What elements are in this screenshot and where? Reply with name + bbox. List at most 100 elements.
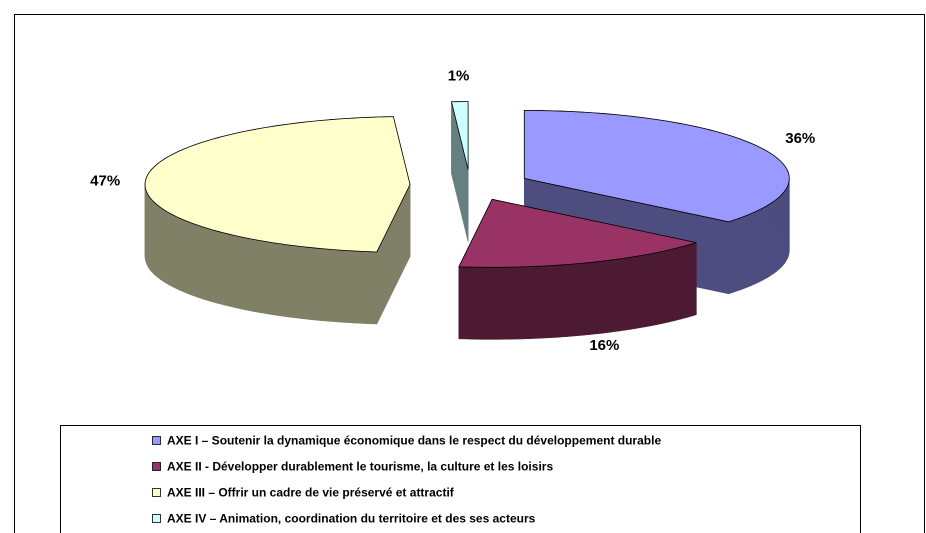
slice-side xyxy=(776,196,780,272)
slice-side xyxy=(768,202,773,278)
slice-side xyxy=(206,227,213,303)
slice-side xyxy=(481,266,491,340)
slice-side xyxy=(774,198,778,274)
slice-side xyxy=(668,248,676,323)
slice-side xyxy=(685,243,692,319)
slice-side xyxy=(165,210,170,286)
slice-side xyxy=(466,266,475,340)
pie-slice xyxy=(144,116,411,325)
slice-top xyxy=(144,116,411,253)
slice-side xyxy=(728,219,734,295)
slice-side xyxy=(582,262,590,336)
slice-side xyxy=(551,264,561,338)
slice-side xyxy=(742,214,748,290)
slice-side xyxy=(559,264,568,338)
legend-swatch xyxy=(152,436,161,445)
pie-slice xyxy=(458,198,697,340)
slice-side xyxy=(300,246,309,320)
slice-side xyxy=(368,251,378,325)
legend-swatch xyxy=(152,488,161,497)
slice-side xyxy=(737,216,744,292)
slice-side xyxy=(322,248,331,322)
slice-side xyxy=(765,203,770,279)
slice-side xyxy=(330,249,339,323)
slice-side xyxy=(160,206,164,282)
slice-side xyxy=(662,249,670,324)
data-label: 36% xyxy=(785,130,815,147)
slice-side xyxy=(175,216,181,291)
slice-side xyxy=(603,259,612,334)
slice-top xyxy=(450,101,469,170)
slice-side xyxy=(650,252,658,327)
slice-side xyxy=(246,237,254,312)
slice-top xyxy=(523,110,790,223)
slice-side xyxy=(345,250,354,324)
slice-side xyxy=(157,204,161,280)
slice-side xyxy=(656,250,664,325)
slice-side xyxy=(217,230,224,306)
legend-label: AXE II - Développer durablement le touri… xyxy=(167,460,553,474)
data-label: 47% xyxy=(90,173,120,190)
slice-side xyxy=(733,218,739,293)
legend-label: AXE IV – Animation, coordination du terr… xyxy=(167,512,536,526)
slice-side xyxy=(197,224,203,300)
slice-side xyxy=(253,238,261,313)
slice-side xyxy=(637,254,645,329)
slice-side xyxy=(567,263,576,337)
slice-side xyxy=(771,200,775,276)
slice-side xyxy=(474,266,483,340)
legend-swatch xyxy=(152,462,161,471)
slice-side xyxy=(680,245,687,320)
slice-side xyxy=(155,202,159,279)
slice-side xyxy=(183,219,189,295)
slice-side xyxy=(279,243,288,318)
slice-side xyxy=(589,261,598,335)
slice-side xyxy=(617,257,626,332)
pie-slice xyxy=(450,101,469,242)
data-label: 16% xyxy=(589,337,619,354)
slice-top xyxy=(458,198,697,268)
slice-side xyxy=(353,250,362,324)
legend-swatch xyxy=(152,514,161,523)
slice-side xyxy=(201,226,208,301)
slice-side xyxy=(162,208,167,284)
slice-side xyxy=(307,246,316,321)
slice-side xyxy=(458,266,467,340)
slice-side xyxy=(497,266,507,340)
slice-side xyxy=(521,266,530,340)
slice-side xyxy=(240,236,248,311)
slice-side xyxy=(746,213,752,288)
slice-side xyxy=(596,260,605,335)
slice-side xyxy=(631,255,639,330)
slice-side xyxy=(228,233,236,308)
slice-side xyxy=(272,242,281,317)
slice-side xyxy=(690,242,697,317)
slice-side xyxy=(754,209,760,285)
slice-side xyxy=(505,266,514,340)
slice-side xyxy=(360,251,370,325)
slice-side xyxy=(624,256,632,331)
legend-label: AXE I – Soutenir la dynamique économique… xyxy=(167,434,661,448)
slice-side xyxy=(750,211,756,287)
slice-side xyxy=(266,241,274,316)
slice-side xyxy=(223,232,230,307)
slice-side xyxy=(212,229,219,304)
slice-side xyxy=(337,249,347,323)
slice-side xyxy=(674,246,681,321)
slice-side xyxy=(153,200,156,277)
legend-box xyxy=(60,425,861,533)
slice-side xyxy=(610,258,619,333)
slice-side xyxy=(293,245,302,319)
slice-side xyxy=(259,240,267,315)
slice-side xyxy=(762,205,767,281)
slice-side xyxy=(779,194,782,270)
slice-side xyxy=(286,244,295,318)
slice-side xyxy=(234,235,242,310)
slice-side xyxy=(758,207,763,283)
slice-side xyxy=(536,265,545,339)
slice-side xyxy=(644,253,652,328)
slice-side xyxy=(315,247,324,322)
slice-side xyxy=(574,262,583,337)
slice-side xyxy=(172,214,177,290)
